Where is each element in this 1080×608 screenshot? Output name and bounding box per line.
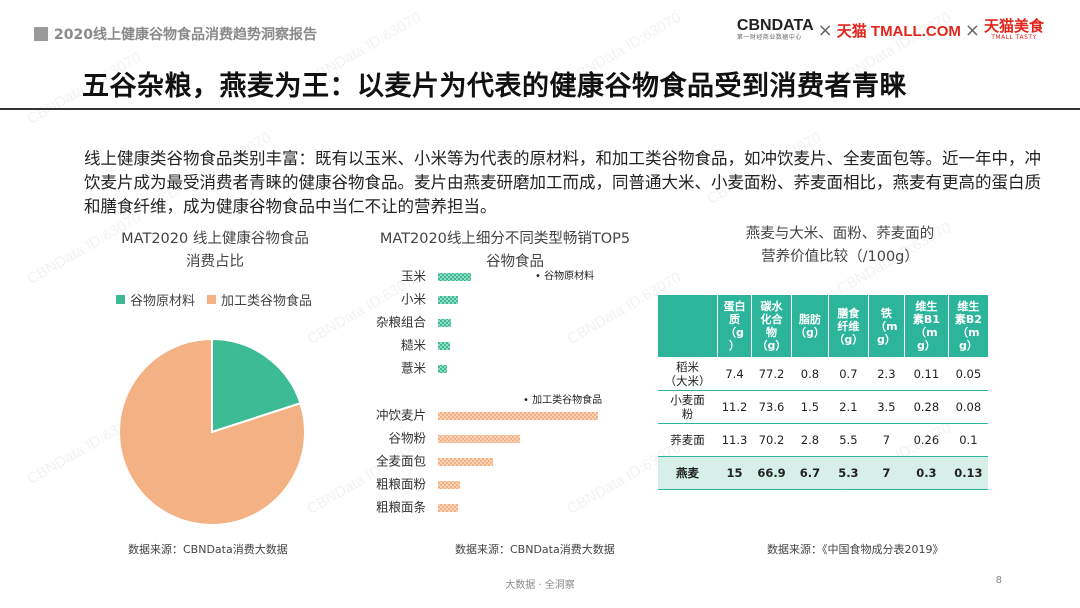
table-row: 小麦面粉 11.2 73.6 1.5 2.1 3.5 0.28 0.08 [657,390,989,424]
row-header: 燕麦 [657,456,718,490]
category-label: 小米 [401,292,427,307]
table-cell: 66.9 [751,456,792,490]
table-cell: 5.5 [828,423,869,457]
bar-processed [438,435,520,443]
category-label: 粗粮面粉 [376,477,427,492]
table-source: 数据来源：《中国食物成分表2019》 [767,543,944,556]
table-cell: 2.3 [868,357,905,391]
legend-swatch-processed [207,295,217,304]
bar-processed [438,504,458,512]
pie-source: 数据来源：CBNData消费大数据 [128,543,288,556]
table-cell: 11.3 [717,423,752,457]
category-label: 玉米 [401,269,427,284]
bar-raw [438,365,447,373]
column-header: 膳食 纤维 （g） [827,294,869,358]
bar-source: 数据来源：CBNData消费大数据 [455,543,615,556]
group-label-processed: • 加工类谷物食品 [523,393,602,406]
table-cell: 7 [868,456,905,490]
category-label: 糙米 [401,338,427,353]
legend-item-processed: 加工类谷物食品 [207,290,312,309]
table-cell: 15 [717,456,752,490]
bar-processed [438,458,493,466]
table-cell: 0.7 [828,357,869,391]
category-label: 全麦面包 [376,454,426,469]
title-divider [0,108,1080,110]
row-header: 小麦面粉 [657,390,718,424]
table-cell: 0.08 [948,390,989,424]
row-header: 荞麦面 [657,423,718,457]
column-header [657,294,718,358]
column-header: 铁（m g） [867,294,905,358]
pie-slice-raw [211,337,302,434]
table-cell: 7 [868,423,905,457]
table-cell: 77.2 [751,357,792,391]
table-row: 稻米 （大米） 7.4 77.2 0.8 0.7 2.3 0.11 0.05 [657,357,989,391]
table-header-row: 蛋白质（g）碳水 化合物（g） 脂肪 （g） 膳食 纤维 （g）铁（m g） 维生 素B1 （m g）… [657,294,989,358]
pie-chart-title: MAT2020 线上健康谷物食品 消费占比 [121,231,309,270]
column-header: 维生 素B1 （m g） [903,294,949,358]
table-row: 燕麦 15 66.9 6.7 5.3 7 0.3 0.13 [657,456,989,490]
table-cell: 0.28 [904,390,949,424]
table-cell: 70.2 [751,423,792,457]
page-title: 五谷杂粮，燕麦为王：以麦片为代表的健康谷物食品受到消费者青睐 [82,71,907,102]
report-title: 2020线上健康谷物食品消费趋势洞察报告 [54,27,317,43]
table-cell: 3.5 [868,390,905,424]
bar-raw [438,273,471,281]
tmall-logo: 天猫 TMALL.COM [836,22,961,40]
bar-processed [438,412,598,420]
table-cell: 0.3 [904,456,949,490]
report-header: 2020线上健康谷物食品消费趋势洞察报告 [34,24,317,44]
table-title: 燕麦与大米、面粉、荞麦面的 营养价值比较（/100g） [745,226,935,265]
bar-processed [438,481,460,489]
category-label: 杂粮组合 [376,315,427,330]
column-header: 蛋白质（g） [717,294,752,358]
group-label-raw: • 谷物原材料 [535,269,594,282]
footer-slogan: 大数据 · 全洞察 [505,580,575,591]
page-number: 8 [995,575,1002,586]
bar-raw [438,319,451,327]
category-label: 冲饮麦片 [376,408,426,423]
column-header: 脂肪 （g） [791,294,829,358]
table-cell: 0.1 [948,423,989,457]
intro-paragraph: 线上健康类谷物食品类别丰富：既有以玉米、小米等为代表的原材料，和加工类谷物食品，… [84,149,1041,216]
pie-legend: 谷物原材料 加工类谷物食品 [116,290,324,309]
table-cell: 0.8 [791,357,829,391]
legend-item-raw: 谷物原材料 [116,290,195,309]
table-cell: 7.4 [717,357,752,391]
times-icon: × [964,19,980,41]
bar-raw [438,296,458,304]
legend-swatch-raw [116,295,125,304]
table-cell: 0.13 [948,456,989,490]
table-cell: 73.6 [751,390,792,424]
partner-logos: CBNDATA 第一财经商业数据中心 × 天猫 TMALL.COM × 天猫美食… [737,18,1044,42]
cbndata-logo: CBNDATA 第一财经商业数据中心 [736,17,814,42]
table-cell: 0.05 [948,357,989,391]
category-label: 谷物粉 [388,431,426,446]
table-cell: 2.1 [828,390,869,424]
bar-raw [438,342,450,350]
times-icon: × [817,19,833,41]
nutrition-table: 蛋白质（g）碳水 化合物（g） 脂肪 （g） 膳食 纤维 （g）铁（m g） 维生 素B1 （m g）… [657,294,989,490]
table-cell: 6.7 [791,456,829,490]
pie-slice-processed [118,337,306,526]
pie-chart [118,337,306,526]
category-label: 薏米 [401,361,427,376]
column-header: 维生 素B2 （m g） [947,294,989,358]
bar-chart-title: MAT2020线上细分不同类型畅销TOP5 谷物食品 [379,231,631,270]
table-cell: 11.2 [717,390,752,424]
table-cell: 2.8 [791,423,829,457]
row-header: 稻米 （大米） [657,357,718,391]
category-label: 粗粮面条 [376,500,427,515]
table-row: 荞麦面 11.3 70.2 2.8 5.5 7 0.26 0.1 [657,423,989,457]
table-cell: 0.26 [904,423,949,457]
column-header: 碳水 化合物（g） [751,294,792,358]
tmall-food-logo: 天猫美食 TMALL TASTY [983,17,1044,41]
table-cell: 1.5 [791,390,829,424]
table-cell: 0.11 [904,357,949,391]
table-cell: 5.3 [828,456,869,490]
header-square-icon [34,27,48,41]
